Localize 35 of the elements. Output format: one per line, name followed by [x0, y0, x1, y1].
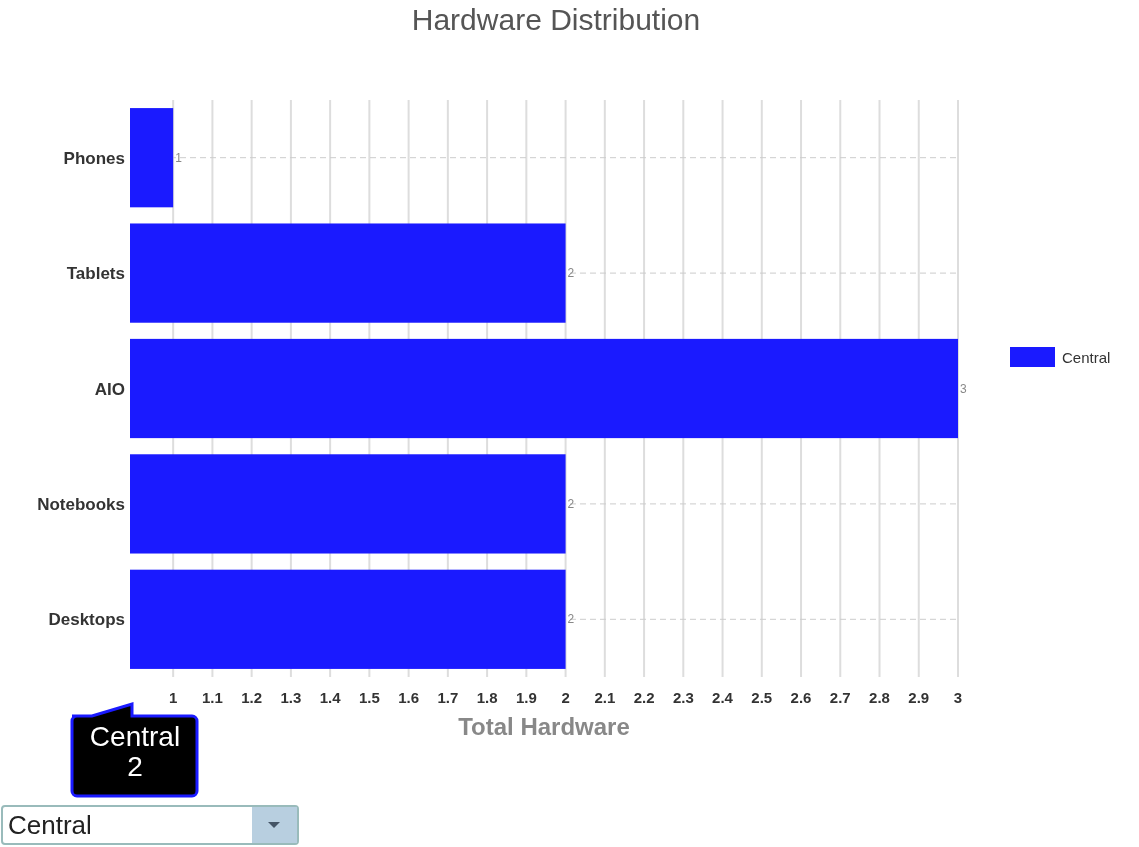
x-tick-label: 1.8: [476, 689, 498, 706]
x-tick-label: 1.3: [280, 689, 302, 706]
x-tick-label: 1.4: [319, 689, 342, 706]
data-label: 2: [567, 496, 575, 511]
x-tick-label: 2.3: [672, 689, 694, 706]
x-tick-label: 3: [953, 689, 963, 706]
y-tick-label: AIO: [94, 379, 125, 399]
dropdown-field: Central: [1, 805, 299, 845]
x-tick-label: 1.9: [515, 689, 537, 706]
x-tick-label: 1.1: [201, 689, 223, 706]
data-label: 2: [567, 612, 575, 627]
tooltip: Central 2: [70, 702, 199, 798]
x-tick-label: 2.2: [633, 689, 655, 706]
x-tick-label: 1.6: [398, 689, 420, 706]
y-tick-label: Tablets: [66, 264, 125, 284]
x-tick-label: 2.5: [751, 689, 773, 706]
x-tick-label: 2.1: [594, 689, 616, 706]
data-label: 3: [960, 381, 967, 396]
x-tick-label: 2.8: [869, 689, 890, 706]
x-axis-title: Total Hardware: [458, 713, 630, 740]
x-tick-label: 2.9: [908, 689, 930, 706]
x-tick-label: 1.7: [437, 689, 459, 706]
y-tick-label: Notebooks: [37, 494, 125, 514]
x-tick-label: 2.6: [790, 689, 812, 706]
chart-title: Hardware Distribution: [411, 3, 701, 36]
legend-label: Central: [1062, 349, 1111, 366]
y-tick-label: Phones: [63, 148, 125, 168]
y-tick-label: Desktops: [48, 610, 125, 630]
data-label: 1: [175, 150, 183, 165]
x-tick-label: 1.2: [241, 689, 263, 706]
data-label: 2: [567, 266, 575, 281]
x-tick-label: 2: [561, 689, 570, 706]
x-tick-label: 1.5: [358, 689, 380, 706]
x-tick-label: 2.4: [712, 689, 734, 706]
x-tick-label: 2.7: [829, 689, 851, 706]
